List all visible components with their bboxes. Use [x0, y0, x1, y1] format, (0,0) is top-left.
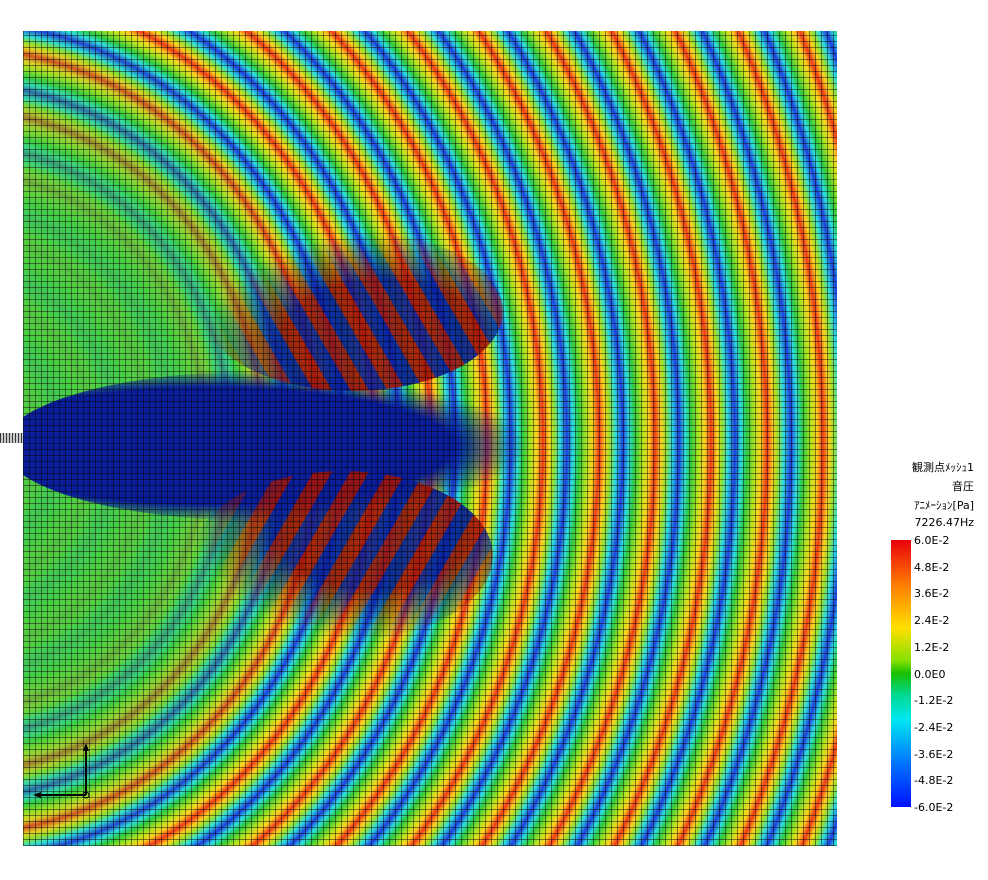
field-lobes-lower — [193, 471, 493, 641]
pressure-field — [23, 31, 837, 846]
mesh-grid — [23, 31, 837, 846]
mesh-stub — [0, 433, 23, 443]
color-bar-tick-label: -1.2E-2 — [914, 694, 954, 708]
axis-triad — [33, 743, 90, 799]
field-lobes-upper — [203, 231, 503, 391]
color-bar-tick-label: -4.8E-2 — [914, 774, 954, 788]
legend-title: 観測点ﾒｯｼｭ1 — [912, 461, 974, 474]
color-bar-tick-label: 3.6E-2 — [914, 587, 950, 601]
color-bar-tick-label: 0.0E0 — [914, 667, 946, 681]
color-bar-tick-label: 4.8E-2 — [914, 560, 950, 574]
color-bar-tick-label: 6.0E-2 — [914, 534, 950, 547]
legend-frequency: 7226.47Hz — [914, 516, 974, 529]
color-bar-tick-label: -2.4E-2 — [914, 720, 954, 734]
color-bar-tick-label: 2.4E-2 — [914, 614, 950, 628]
color-bar — [891, 540, 911, 807]
color-bar-tick-label: -3.6E-2 — [914, 747, 954, 761]
legend-quantity: 音圧 — [952, 480, 974, 493]
legend-unit: ｱﾆﾒｰｼｮﾝ[Pa] — [914, 499, 974, 512]
color-bar-tick-label: -6.0E-2 — [914, 801, 954, 814]
color-bar-tick-label: 1.2E-2 — [914, 640, 950, 654]
